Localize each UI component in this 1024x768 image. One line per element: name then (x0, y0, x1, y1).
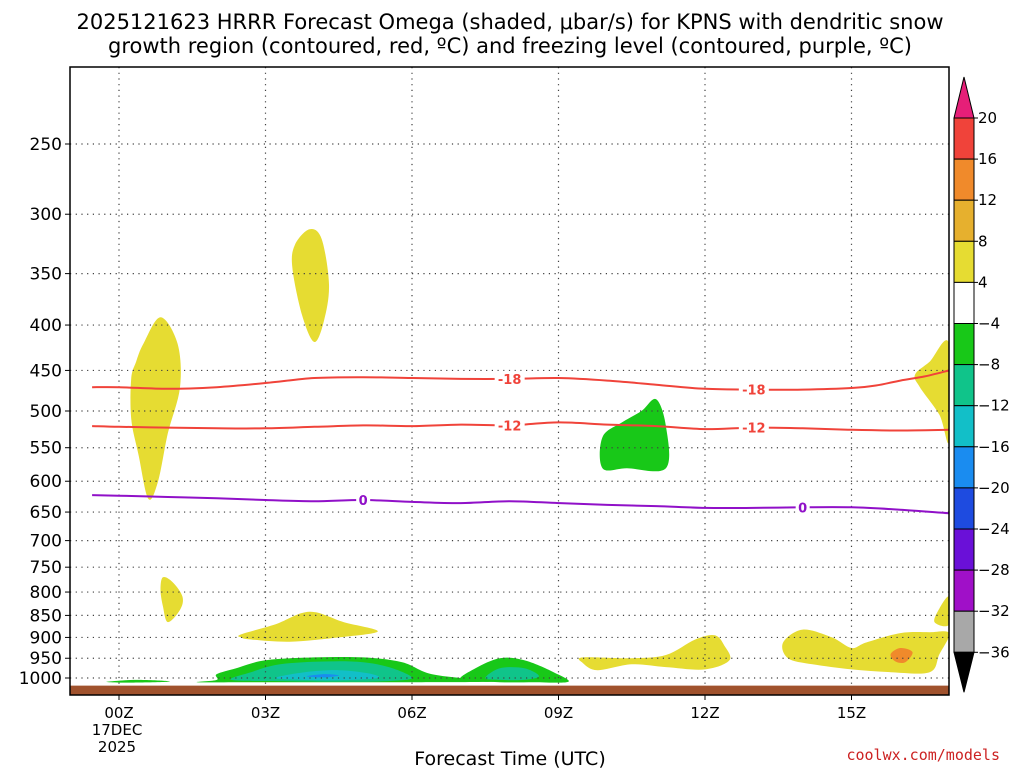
colorbar-label-7: −12 (978, 397, 1010, 415)
y-axis: 2503003504004505005506006507007508008509… (19, 135, 70, 689)
y-tick-label-350: 350 (30, 265, 62, 285)
colorbar-bin-7 (953, 405, 975, 448)
omega-region-yellow-860-17z (934, 596, 949, 627)
omega-region-yellow-column-00z (130, 317, 181, 500)
colorbar-bin-5 (953, 323, 975, 366)
y-tick-label-250: 250 (30, 135, 62, 155)
omega-shading-layer (106, 229, 949, 683)
colorbar-bin-1 (953, 158, 975, 201)
y-tick-label-950: 950 (30, 649, 62, 669)
y-tick-label-750: 750 (30, 558, 62, 578)
omega-region-teal-sfc-08z (485, 667, 539, 681)
colorbar-label-10: −24 (978, 520, 1010, 538)
y-tick-label-900: 900 (30, 628, 62, 648)
isotherm-minus-18-label-1: -18 (742, 384, 766, 399)
isotherm-minus-12-label-1: -12 (742, 422, 766, 437)
ground-band (70, 685, 949, 695)
y-tick-label-300: 300 (30, 205, 62, 225)
colorbar-bin-0 (953, 117, 975, 160)
colorbar-bin-12 (953, 610, 975, 653)
grid-layer (70, 67, 949, 695)
colorbar-bin-10 (953, 528, 975, 571)
omega-region-yellow-800-01z (160, 577, 183, 623)
y-tick-label-450: 450 (30, 361, 62, 381)
colorbar-label-2: 12 (978, 191, 997, 209)
colorbar-top-triangle (953, 76, 975, 119)
contour-layer: -18 -18 -12 -12 0 0 (92, 369, 949, 516)
colorbar-bin-3 (953, 240, 975, 283)
y-tick-label-800: 800 (30, 583, 62, 603)
colorbar-label-11: −28 (978, 561, 1010, 579)
colorbar-label-4: 4 (978, 273, 988, 291)
omega-region-yellow-950-10z (578, 635, 731, 671)
colorbar-label-1: 16 (978, 150, 997, 168)
y-tick-label-500: 500 (30, 402, 62, 422)
y-tick-label-400: 400 (30, 316, 62, 336)
isotherm-zero-label-bg-1 (795, 499, 810, 516)
colorbar-label-5: −4 (978, 315, 1000, 333)
colorbar-bin-11 (953, 569, 975, 612)
colorbar-bin-2 (953, 199, 975, 242)
omega-region-blue-sfc-04z (306, 674, 339, 678)
plot-frame (69, 66, 950, 696)
isotherm-minus-18-label-bg-0 (494, 370, 525, 387)
chart-title-line-1: 2025121623 HRRR Forecast Omega (shaded, … (76, 10, 943, 34)
x-date-label: 17DEC (92, 721, 143, 739)
omega-region-yellow-midright-17z (914, 340, 949, 444)
ground-layer (70, 685, 949, 695)
x-tick-label-06Z: 06Z (397, 704, 426, 722)
x-year-label: 2025 (98, 738, 136, 756)
isotherm-zero-label-bg-0 (356, 492, 371, 509)
isotherm-zero-label-1: 0 (798, 501, 807, 516)
y-tick-label-650: 650 (30, 503, 62, 523)
isotherm-minus-12-label-bg-0 (494, 417, 525, 434)
omega-region-green-midlevel-10z (599, 398, 670, 472)
chart-title-line-2: growth region (contoured, red, ºC) and f… (108, 34, 912, 58)
site-credit[interactable]: coolwx.com/models (846, 746, 1000, 764)
x-tick-label-03Z: 03Z (251, 704, 280, 722)
colorbar-bottom-triangle (953, 651, 975, 693)
isotherm-minus-12-label-bg-1 (738, 419, 769, 436)
y-tick-label-600: 600 (30, 472, 62, 492)
y-tick-label-550: 550 (30, 439, 62, 459)
colorbar-bin-9 (953, 487, 975, 530)
colorbar-label-6: −8 (978, 356, 1000, 374)
colorbar-label-3: 8 (978, 232, 988, 250)
y-tick-label-1000: 1000 (19, 669, 62, 689)
omega-region-yellow-950-15z (782, 629, 949, 674)
colorbar-label-8: −16 (978, 438, 1010, 456)
x-tick-label-00Z: 00Z (104, 704, 133, 722)
colorbar-bin-8 (953, 446, 975, 489)
omega-region-orange-spot-16z (890, 647, 913, 664)
y-tick-label-850: 850 (30, 606, 62, 626)
omega-region-yellow-upper-04z (291, 229, 330, 343)
colorbar-label-9: −20 (978, 479, 1010, 497)
omega-colorbar: 20 16 12 8 4 −4 −8 −12 −16 −20 −24 −28 −32 −36 (953, 76, 1010, 693)
omega-region-yellow-900-04z (238, 611, 378, 642)
colorbar-bin-6 (953, 364, 975, 407)
x-tick-label-12Z: 12Z (690, 704, 719, 722)
y-tick-label-700: 700 (30, 532, 62, 552)
isotherm-zero-line (92, 494, 949, 515)
x-tick-label-15Z: 15Z (837, 704, 866, 722)
isotherm-minus-18-line (92, 369, 949, 391)
isotherm-zero-label-0: 0 (359, 494, 368, 509)
x-axis-title: Forecast Time (UTC) (414, 748, 605, 768)
colorbar-label-0: 20 (978, 109, 997, 127)
colorbar-label-13: −36 (978, 643, 1010, 661)
colorbar-bin-4 (953, 281, 975, 324)
colorbar-label-12: −32 (978, 602, 1010, 620)
omega-region-green-sfc-00z (106, 679, 170, 683)
isotherm-minus-12-label-0: -12 (498, 419, 522, 434)
isotherm-minus-18-label-0: -18 (498, 373, 522, 388)
x-tick-label-09Z: 09Z (544, 704, 573, 722)
isotherm-minus-18-label-bg-1 (738, 381, 769, 398)
